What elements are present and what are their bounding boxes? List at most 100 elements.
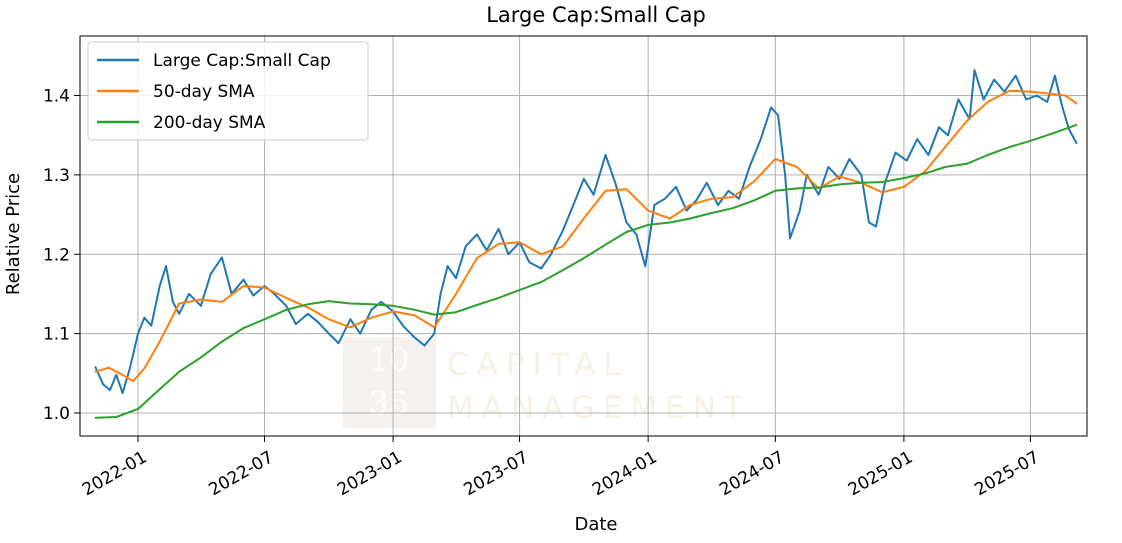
data-point — [178, 312, 181, 315]
x-tick-label: 2024-01 — [589, 447, 661, 500]
data-point — [625, 188, 628, 191]
data-point — [668, 221, 671, 224]
data-point — [115, 374, 118, 376]
data-point — [402, 324, 404, 327]
data-point — [796, 166, 798, 168]
x-tick-label: 2025-01 — [845, 447, 917, 500]
data-point — [242, 285, 245, 287]
data-point — [540, 267, 543, 270]
data-point — [986, 154, 989, 156]
data-point — [944, 146, 946, 149]
data-point — [172, 301, 174, 303]
data-point — [753, 199, 756, 202]
data-point — [647, 209, 649, 212]
data-point — [242, 327, 245, 329]
x-tick-label: 2023-01 — [334, 447, 406, 500]
data-point — [370, 303, 373, 306]
legend-label: 200-day SMA — [153, 113, 266, 133]
data-point — [263, 286, 266, 289]
x-tick-label: 2022-07 — [205, 447, 277, 500]
data-point — [604, 154, 607, 156]
series-3 — [94, 123, 1078, 419]
data-point — [433, 332, 436, 335]
data-point — [121, 392, 124, 394]
data-point — [625, 221, 628, 224]
y-tick-label: 1.1 — [43, 325, 70, 345]
data-point — [644, 265, 647, 268]
data-point — [102, 383, 104, 386]
data-point — [868, 221, 870, 224]
data-point — [285, 304, 288, 307]
data-point — [689, 217, 691, 220]
data-point — [881, 181, 884, 183]
data-point — [143, 316, 146, 319]
data-point — [1051, 132, 1053, 135]
data-point — [188, 293, 190, 295]
data-point — [903, 185, 905, 188]
y-tick-label: 1.2 — [43, 245, 70, 265]
data-point — [881, 191, 884, 194]
data-point — [1075, 142, 1078, 145]
data-point — [178, 302, 181, 305]
watermark-number-top: 10 — [369, 341, 410, 379]
data-point — [158, 388, 161, 391]
data-point — [252, 294, 255, 297]
x-tick-label: 2024-07 — [716, 447, 788, 500]
data-point — [349, 326, 352, 329]
data-point — [158, 340, 161, 343]
data-point — [200, 298, 202, 301]
data-point — [625, 231, 628, 233]
plot-frame — [79, 35, 1088, 437]
data-point — [827, 166, 830, 168]
data-point — [838, 175, 841, 178]
data-point — [944, 166, 946, 168]
data-point — [137, 332, 139, 335]
data-point — [894, 151, 897, 154]
data-point — [380, 301, 383, 303]
data-point — [592, 193, 595, 196]
data-point — [582, 217, 585, 220]
data-point — [614, 181, 617, 184]
data-point — [507, 253, 510, 256]
data-point — [1046, 101, 1049, 103]
x-axis-label: Date — [574, 514, 617, 535]
data-point — [1029, 139, 1032, 142]
data-point — [604, 189, 607, 192]
data-point — [132, 380, 135, 383]
data-point — [770, 106, 772, 109]
data-point — [497, 297, 500, 299]
data-point — [327, 300, 330, 302]
y-axis-label: Relative Price — [3, 173, 24, 295]
legend-box — [87, 41, 369, 141]
data-point — [653, 204, 656, 206]
legend-label: 50-day SMA — [153, 82, 255, 102]
data-point — [777, 114, 779, 117]
data-point — [838, 178, 841, 180]
data-point — [1060, 104, 1063, 106]
data-point — [413, 308, 416, 311]
data-point — [796, 187, 798, 190]
data-point — [476, 233, 478, 236]
data-point — [497, 228, 500, 230]
data-point — [392, 304, 394, 307]
x-tick-label: 2023-07 — [461, 447, 533, 500]
watermark: 10 35 CAPITAL MANAGEMENT — [343, 337, 743, 428]
data-point — [1025, 98, 1028, 101]
data-point — [94, 416, 97, 419]
data-point — [938, 126, 940, 129]
data-point — [327, 318, 330, 321]
data-point — [455, 293, 457, 295]
data-point — [798, 209, 801, 212]
data-point — [875, 225, 877, 228]
data-point — [973, 69, 976, 71]
data-point — [817, 193, 820, 196]
data-point — [860, 174, 863, 176]
data-point — [695, 199, 698, 202]
data-point — [349, 318, 352, 321]
data-point — [464, 245, 467, 248]
data-point — [476, 257, 478, 260]
data-point — [1008, 146, 1011, 149]
data-point — [710, 197, 713, 200]
data-point — [562, 269, 564, 271]
